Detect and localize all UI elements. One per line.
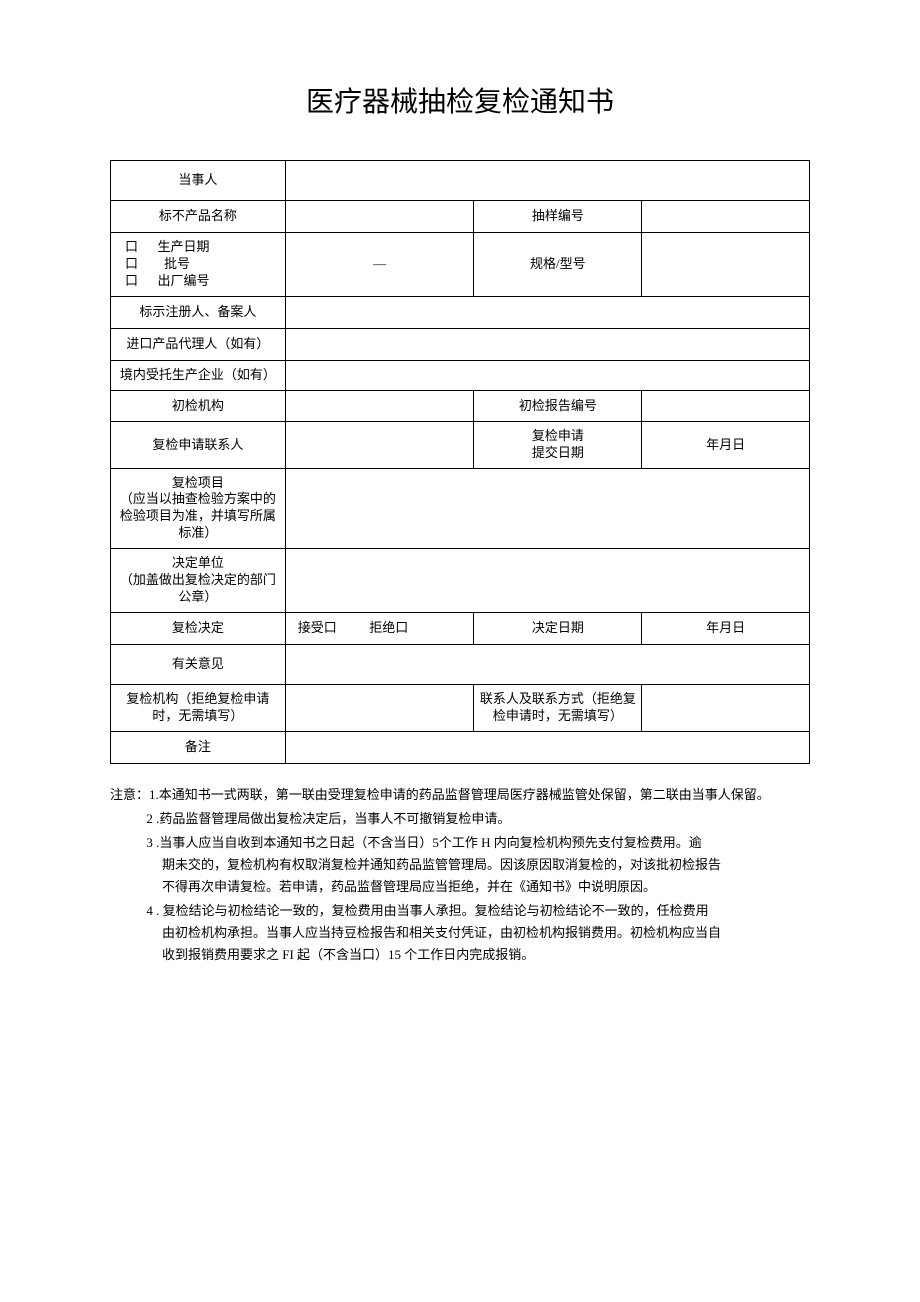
value-initial-report-no — [642, 390, 810, 421]
label-decision-unit: 决定单位（加盖做出复检决定的部门公章） — [111, 549, 286, 613]
note-item: 4 . 复检结论与初检结论一致的，复检费用由当事人承担。复检结论与初检结论不一致… — [110, 900, 810, 922]
table-row: 境内受托生产企业（如有） — [111, 360, 810, 390]
table-row: 有关意见 — [111, 644, 810, 684]
notes-prefix: 注意： — [110, 787, 149, 802]
label-recheck-submit-date: 复检申请提交日期 — [474, 421, 642, 468]
note-item: 期未交的，复检机构有权取消复检并通知药品监管管理局。因该原因取消复检的，对该批初… — [110, 854, 810, 876]
value-product-name — [285, 201, 474, 233]
note-item: 不得再次申请复检。若申请，药品监督管理局应当拒绝，并在《通知书》中说明原因。 — [110, 876, 810, 898]
table-row: 备注 — [111, 731, 810, 763]
opt-factory-no: 出厂编号 — [158, 273, 210, 288]
label-import-agent: 进口产品代理人（如有） — [111, 328, 286, 360]
note-item: 注意：1.本通知书一式两联，第一联由受理复检申请的药品监督管理局医疗器械监管处保… — [110, 784, 810, 806]
label-contact-method: 联系人及联系方式（拒绝复检申请时，无需填写） — [474, 684, 642, 731]
label-opinion: 有关意见 — [111, 644, 286, 684]
page-title: 医疗器械抽检复检通知书 — [110, 80, 810, 120]
value-sample-no — [642, 201, 810, 233]
table-row: 复检项目（应当以抽查检验方案中的检验项目为准，并填写所属标准） — [111, 468, 810, 549]
value-recheck-submit-date: 年月日 — [642, 421, 810, 468]
value-import-agent — [285, 328, 809, 360]
label-spec: 规格/型号 — [474, 233, 642, 297]
value-decision-date: 年月日 — [642, 612, 810, 644]
label-product-name: 标不产品名称 — [111, 201, 286, 233]
table-row: 进口产品代理人（如有） — [111, 328, 810, 360]
value-recheck-org — [285, 684, 474, 731]
note-item: 2 .药品监督管理局做出复检决定后，当事人不可撤销复检申请。 — [110, 808, 810, 830]
table-row: 初检机构 初检报告编号 — [111, 390, 810, 421]
label-recheck-items: 复检项目（应当以抽查检验方案中的检验项目为准，并填写所属标准） — [111, 468, 286, 549]
value-date-batch: — — [285, 233, 474, 297]
notes-section: 注意：1.本通知书一式两联，第一联由受理复检申请的药品监督管理局医疗器械监管处保… — [110, 784, 810, 967]
label-initial-report-no: 初检报告编号 — [474, 390, 642, 421]
value-party — [285, 161, 809, 201]
note-item: 3 .当事人应当自收到本通知书之日起（不含当日）5个工作 H 内向复检机构预先支… — [110, 832, 810, 854]
value-remark — [285, 731, 809, 763]
table-row: 复检申请联系人 复检申请提交日期 年月日 — [111, 421, 810, 468]
label-registrant: 标示注册人、备案人 — [111, 296, 286, 328]
note-item: 收到报销费用要求之 FI 起（不含当口）15 个工作日内完成报销。 — [110, 944, 810, 966]
value-recheck-items — [285, 468, 809, 549]
value-recheck-decision: 接受口 拒绝口 — [285, 612, 474, 644]
table-row: 复检决定 接受口 拒绝口 决定日期 年月日 — [111, 612, 810, 644]
label-recheck-decision: 复检决定 — [111, 612, 286, 644]
label-date-batch: 口 生产日期 口 批号 口 出厂编号 — [111, 233, 286, 297]
value-contact-method — [642, 684, 810, 731]
label-sample-no: 抽样编号 — [474, 201, 642, 233]
table-row: 当事人 — [111, 161, 810, 201]
value-initial-org — [285, 390, 474, 421]
table-row: 口 生产日期 口 批号 口 出厂编号 — 规格/型号 — [111, 233, 810, 297]
note-item: 由初检机构承担。当事人应当持豆检报告和相关支付凭证，由初检机构报销费用。初检机构… — [110, 922, 810, 944]
note-1: 1.本通知书一式两联，第一联由受理复检申请的药品监督管理局医疗器械监管处保留，第… — [149, 787, 770, 802]
table-row: 决定单位（加盖做出复检决定的部门公章） — [111, 549, 810, 613]
label-initial-org: 初检机构 — [111, 390, 286, 421]
label-recheck-org: 复检机构（拒绝复检申请时，无需填写） — [111, 684, 286, 731]
value-spec — [642, 233, 810, 297]
label-decision-date: 决定日期 — [474, 612, 642, 644]
opt-production-date: 生产日期 — [158, 239, 210, 254]
table-row: 复检机构（拒绝复检申请时，无需填写） 联系人及联系方式（拒绝复检申请时，无需填写… — [111, 684, 810, 731]
label-remark: 备注 — [111, 731, 286, 763]
table-row: 标示注册人、备案人 — [111, 296, 810, 328]
value-entrusted — [285, 360, 809, 390]
opt-reject: 拒绝口 — [369, 620, 408, 635]
label-party: 当事人 — [111, 161, 286, 201]
opt-batch-no: 批号 — [164, 256, 190, 271]
value-decision-unit — [285, 549, 809, 613]
value-registrant — [285, 296, 809, 328]
form-table: 当事人 标不产品名称 抽样编号 口 生产日期 口 批号 口 出厂编号 — 规格/… — [110, 160, 810, 764]
value-opinion — [285, 644, 809, 684]
label-entrusted: 境内受托生产企业（如有） — [111, 360, 286, 390]
opt-accept: 接受口 — [298, 620, 337, 635]
table-row: 标不产品名称 抽样编号 — [111, 201, 810, 233]
value-recheck-contact — [285, 421, 474, 468]
label-recheck-contact: 复检申请联系人 — [111, 421, 286, 468]
